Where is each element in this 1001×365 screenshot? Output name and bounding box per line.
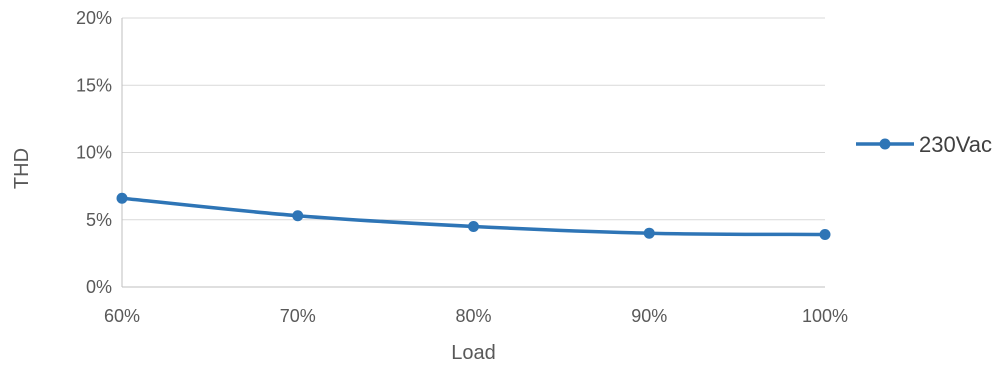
y-tick-label: 20%: [76, 8, 112, 28]
y-axis-title: THD: [11, 148, 33, 189]
axes: 0% 5% 10% 15% 20% 60% 70% 80% 90% 100%: [76, 8, 848, 326]
data-point: [468, 220, 479, 232]
data-point: [292, 210, 304, 222]
legend-label: 230Vac: [919, 132, 992, 157]
gridlines: [122, 17, 825, 221]
legend: 230Vac: [856, 132, 992, 157]
x-tick-label: 60%: [104, 306, 140, 326]
data-point: [643, 227, 655, 239]
x-tick-label: 80%: [455, 306, 491, 326]
series-layer: [116, 192, 831, 241]
x-tick-label: 90%: [631, 306, 667, 326]
data-point: [116, 192, 128, 204]
data-point: [819, 229, 831, 241]
y-tick-label: 15%: [76, 75, 112, 95]
y-tick-label: 0%: [86, 277, 112, 297]
x-tick-label: 100%: [802, 306, 848, 326]
legend-marker: [879, 138, 891, 150]
x-tick-label: 70%: [280, 306, 316, 326]
y-tick-label: 5%: [86, 210, 112, 230]
y-tick-label: 10%: [76, 143, 112, 163]
x-axis-title: Load: [451, 342, 496, 364]
